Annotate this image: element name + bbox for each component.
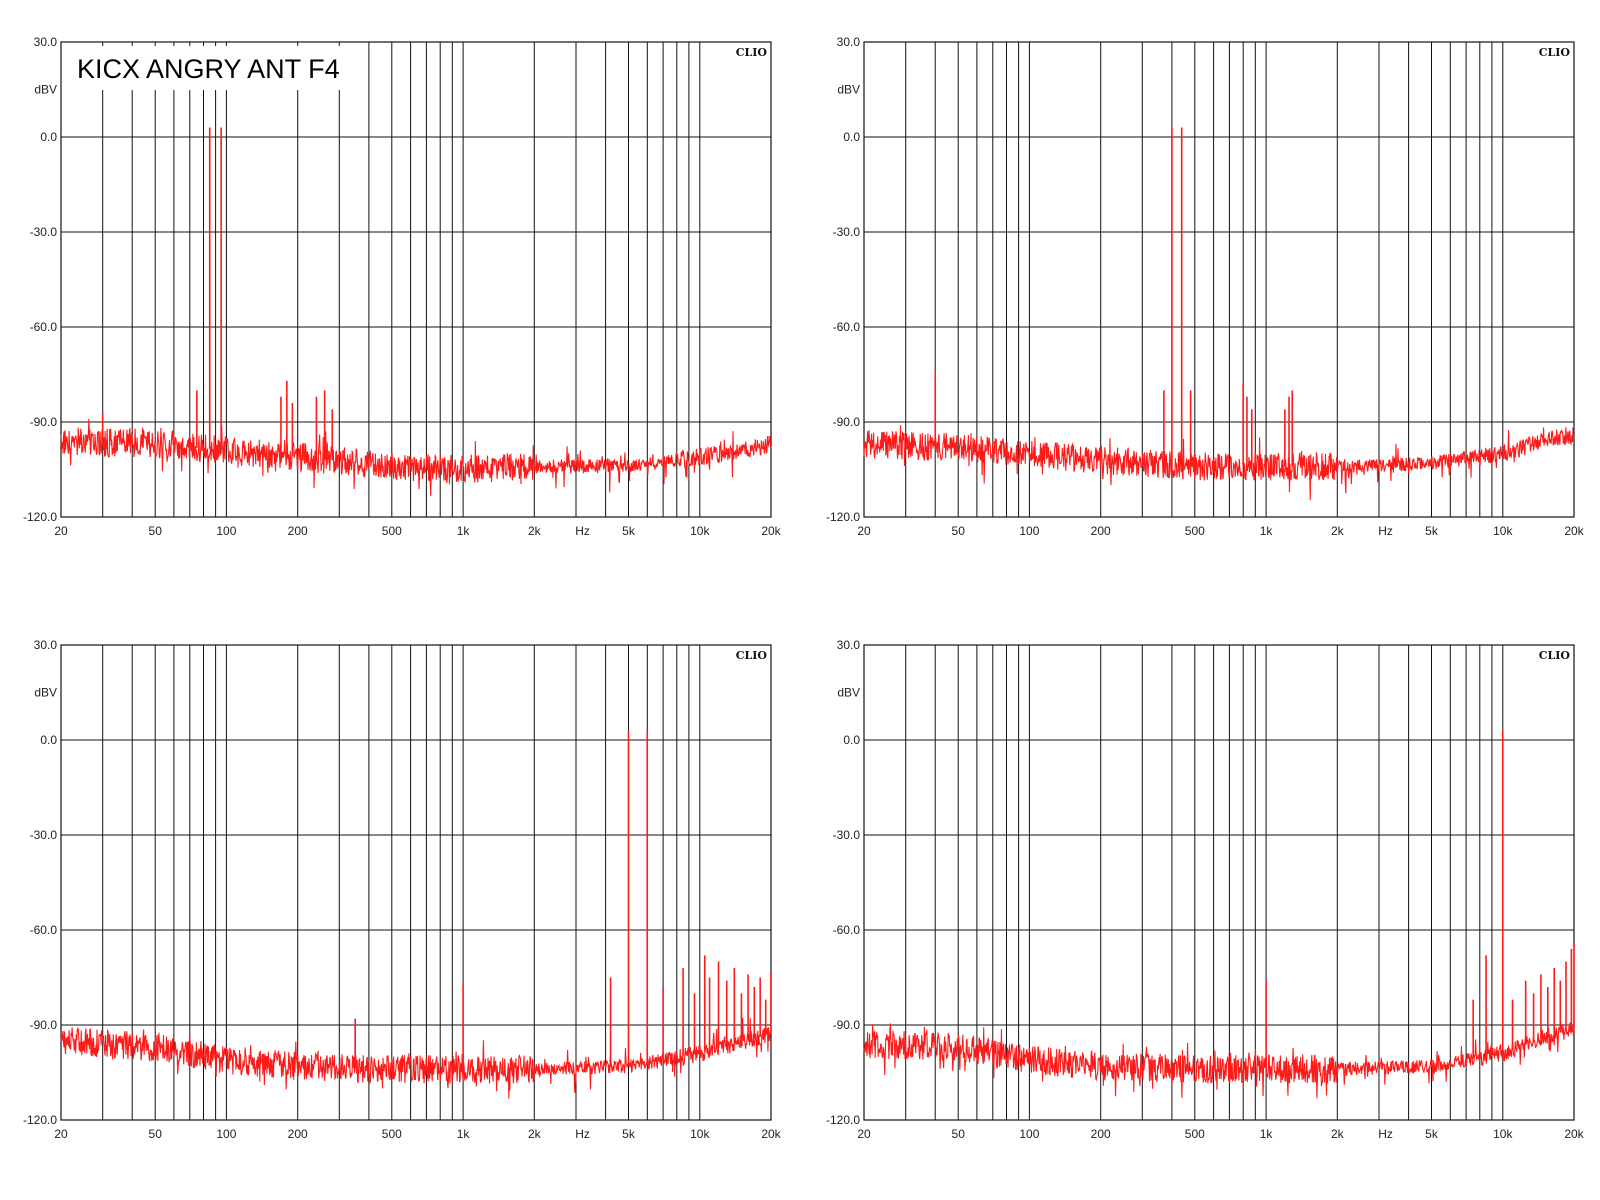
plot-frame [863,41,1575,518]
x-unit-label: Hz [575,524,590,538]
x-tick-label: 20k [1564,524,1584,538]
y-unit-label: dBV [34,686,57,700]
y-tick-label: -60.0 [833,320,861,334]
x-tick-label: 100 [1019,1127,1039,1141]
x-tick-label: 50 [952,1127,966,1141]
x-tick-label: 100 [216,524,236,538]
x-tick-label: 5k [1425,1127,1439,1141]
y-tick-label: 0.0 [40,733,57,747]
x-tick-label: 10k [690,1127,710,1141]
x-tick-label: 50 [149,1127,163,1141]
y-tick-label: 30.0 [34,638,58,652]
title-background [65,46,365,90]
chart-panel-bottom-right: 30.0 0.0 -30.0 -60.0 -90.0 -120.0 dBV 20 50 100 20… [826,638,1585,1141]
x-tick-label: 1k [1260,524,1274,538]
x-tick-label: 1k [1260,1127,1274,1141]
x-tick-label: 2k [528,1127,542,1141]
y-tick-label: -30.0 [30,225,58,239]
plot-frame [60,41,772,518]
y-tick-label: 0.0 [40,130,57,144]
x-tick-label: 500 [382,524,402,538]
y-unit-label: dBV [837,83,860,97]
x-tick-label: 20 [54,524,68,538]
x-tick-label: 200 [1091,1127,1111,1141]
plot-frame [60,644,772,1121]
x-tick-label: 500 [1185,524,1205,538]
y-tick-label: -120.0 [23,1113,57,1127]
y-tick-label: 30.0 [837,638,861,652]
y-tick-label: -30.0 [30,828,58,842]
y-tick-label: 0.0 [843,733,860,747]
y-tick-label: -60.0 [30,320,58,334]
x-tick-label: 1k [457,524,471,538]
x-unit-label: Hz [1378,524,1393,538]
y-tick-label: -90.0 [833,415,861,429]
plot-frame [863,644,1575,1121]
series-trace [60,418,772,496]
chart-panel-top-right: 30.0 0.0 -30.0 -60.0 -90.0 -120.0 dBV 20 50 100 20… [826,35,1585,538]
y-tick-label: -90.0 [833,1018,861,1032]
y-tick-label: 30.0 [837,35,861,49]
x-tick-label: 2k [1331,524,1345,538]
x-tick-label: 5k [622,1127,636,1141]
y-tick-label: -90.0 [30,1018,58,1032]
x-tick-label: 20 [857,524,871,538]
brand-label: CLIO [736,649,768,662]
x-tick-label: 2k [528,524,542,538]
y-tick-label: -30.0 [833,828,861,842]
x-tick-label: 100 [216,1127,236,1141]
y-tick-label: -60.0 [30,923,58,937]
x-unit-label: Hz [575,1127,590,1141]
x-tick-label: 100 [1019,524,1039,538]
x-tick-label: 200 [288,524,308,538]
series-trace [863,1022,1575,1099]
x-tick-label: 20k [761,1127,781,1141]
y-tick-label: 30.0 [34,35,58,49]
x-tick-label: 10k [1493,524,1513,538]
y-tick-label: -60.0 [833,923,861,937]
x-tick-label: 20k [761,524,781,538]
brand-label: CLIO [736,46,768,59]
chart-title: KICX ANGRY ANT F4 [77,54,340,84]
x-tick-label: 5k [1425,524,1439,538]
x-tick-label: 10k [690,524,710,538]
x-tick-label: 500 [382,1127,402,1141]
brand-label: CLIO [1539,46,1571,59]
x-tick-label: 50 [149,524,163,538]
series-trace [863,425,1575,500]
x-tick-label: 200 [1091,524,1111,538]
x-tick-label: 1k [457,1127,471,1141]
y-unit-label: dBV [837,686,860,700]
chart-panel-top-left: 30.0 0.0 -30.0 -60.0 -90.0 -120.0 dBV 20 50 100 20… [23,35,782,538]
y-tick-label: -120.0 [826,510,860,524]
x-unit-label: Hz [1378,1127,1393,1141]
y-tick-label: -120.0 [826,1113,860,1127]
x-tick-label: 20 [857,1127,871,1141]
x-tick-label: 10k [1493,1127,1513,1141]
x-tick-label: 2k [1331,1127,1345,1141]
y-tick-label: -90.0 [30,415,58,429]
x-tick-label: 200 [288,1127,308,1141]
y-tick-label: -30.0 [833,225,861,239]
x-tick-label: 20 [54,1127,68,1141]
chart-panel-bottom-left: 30.0 0.0 -30.0 -60.0 -90.0 -120.0 dBV 20 50 100 20… [23,638,782,1141]
x-tick-label: 50 [952,524,966,538]
x-tick-label: 500 [1185,1127,1205,1141]
brand-label: CLIO [1539,649,1571,662]
y-unit-label: dBV [34,83,57,97]
y-tick-label: 0.0 [843,130,860,144]
y-tick-label: -120.0 [23,510,57,524]
series-trace [60,1017,772,1099]
x-tick-label: 20k [1564,1127,1584,1141]
x-tick-label: 5k [622,524,636,538]
